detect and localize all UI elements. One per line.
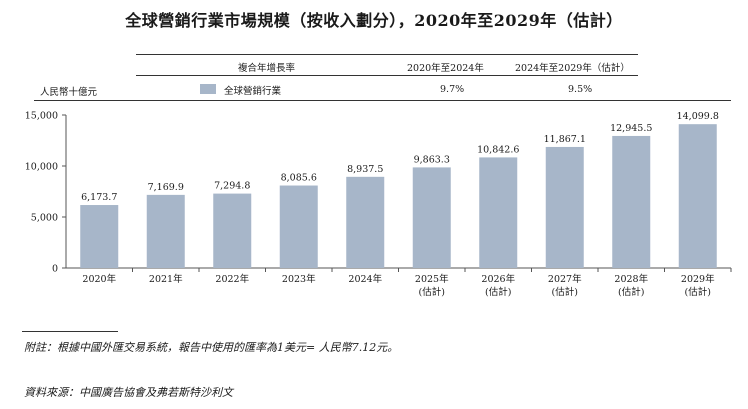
bar-value-label: 9,863.3: [414, 154, 450, 165]
bar: [412, 167, 451, 268]
x-tick-label: 2022年: [215, 273, 249, 285]
cagr-value-1: 9.7%: [440, 84, 465, 95]
x-tick-sublabel: (估計): [618, 286, 644, 298]
table-top-rule: [136, 54, 638, 55]
bar: [213, 193, 252, 268]
bar: [678, 124, 717, 268]
x-tick-label: 2029年: [681, 273, 715, 285]
cagr-period-1: 2020年至2024年: [407, 63, 484, 74]
bar-value-label: 8,937.5: [347, 164, 383, 175]
x-tick-label: 2024年: [348, 273, 382, 285]
bar: [146, 194, 185, 268]
bar-value-label: 8,085.6: [281, 173, 317, 184]
x-tick-label: 2026年: [481, 273, 515, 285]
x-tick-sublabel: (估計): [419, 286, 445, 298]
note-text: 附註：根據中國外匯交易系統，報告中使用的匯率為1美元= 人民幣7.12元。: [24, 341, 399, 354]
bar-value-label: 6,173.7: [81, 192, 117, 203]
bar-value-label: 14,099.8: [677, 111, 719, 122]
bar-value-label: 7,169.9: [148, 182, 184, 193]
y-tick-label: 5,000: [31, 213, 58, 224]
chart-title: 全球營銷行業市場規模（按收入劃分），2020年至2029年（估計）: [125, 11, 623, 30]
bar-value-label: 11,867.1: [544, 134, 586, 145]
legend-swatch: [200, 84, 216, 94]
bar-value-label: 10,842.6: [477, 144, 519, 155]
bar: [346, 176, 385, 268]
x-tick-sublabel: (估計): [485, 286, 511, 298]
x-tick-label: 2021年: [149, 273, 183, 285]
cagr-value-2: 9.5%: [568, 84, 593, 95]
bar: [545, 146, 584, 268]
x-tick-sublabel: (估計): [685, 286, 711, 298]
bar-value-label: 7,294.8: [214, 181, 250, 192]
bar: [479, 157, 518, 268]
bar-value-label: 12,945.5: [610, 123, 652, 134]
x-tick-label: 2023年: [282, 273, 316, 285]
bar: [279, 185, 318, 268]
bar: [80, 205, 119, 268]
unit-label: 人民幣十億元: [40, 87, 98, 98]
note-rule: [22, 331, 118, 332]
x-tick-label: 2028年: [614, 273, 648, 285]
legend-label: 全球營銷行業: [224, 86, 282, 97]
source-text: 資料來源：中國廣告協會及弗若斯特沙利文: [24, 386, 233, 399]
cagr-period-2: 2024年至2029年（估計）: [515, 63, 630, 74]
x-tick-label: 2025年: [415, 273, 449, 285]
cagr-header: 複合年增長率: [238, 63, 296, 74]
y-tick-label: 10,000: [25, 162, 58, 173]
y-tick-label: 0: [52, 264, 58, 275]
table-mid-rule: [136, 75, 638, 76]
x-tick-label: 2020年: [82, 273, 116, 285]
y-tick-label: 15,000: [25, 111, 58, 122]
bar: [612, 135, 651, 268]
x-tick-label: 2027年: [548, 273, 582, 285]
table-bottom-rule: [34, 100, 731, 101]
x-tick-sublabel: (估計): [552, 286, 578, 298]
